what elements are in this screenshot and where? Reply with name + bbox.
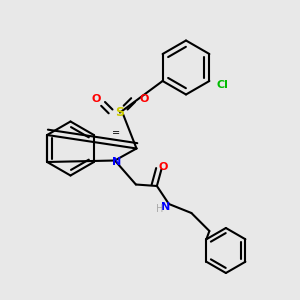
Text: =: = xyxy=(112,128,120,139)
Text: S: S xyxy=(116,106,124,119)
Text: H: H xyxy=(156,203,164,214)
Text: Cl: Cl xyxy=(217,80,229,91)
Text: O: O xyxy=(139,94,149,104)
Text: O: O xyxy=(91,94,101,104)
Text: N: N xyxy=(112,157,121,167)
Text: O: O xyxy=(158,161,168,172)
Text: N: N xyxy=(161,202,170,212)
